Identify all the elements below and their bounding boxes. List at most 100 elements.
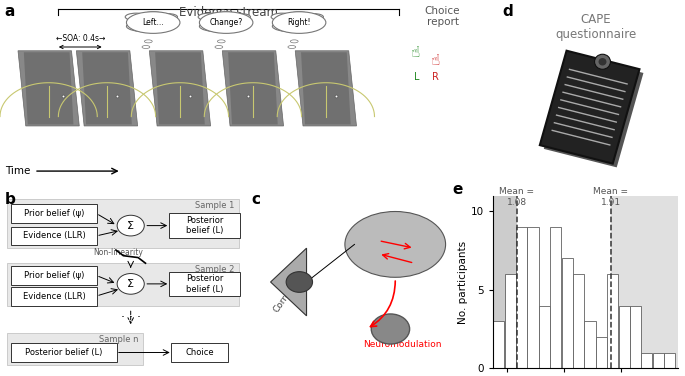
Text: Time: Time: [5, 166, 34, 176]
Bar: [584, 321, 595, 368]
Text: a: a: [5, 4, 15, 19]
Ellipse shape: [143, 12, 163, 18]
Text: ☝: ☝: [411, 45, 421, 60]
Text: Non-linearity: Non-linearity: [94, 249, 144, 257]
Text: Change?: Change?: [210, 18, 242, 27]
FancyBboxPatch shape: [169, 214, 240, 238]
Text: Evidence (LLR): Evidence (LLR): [23, 232, 86, 240]
Polygon shape: [18, 51, 79, 126]
Text: Choice: Choice: [186, 348, 214, 357]
Text: Correlation: Correlation: [272, 268, 308, 314]
Text: Posterior belief (L): Posterior belief (L): [25, 348, 103, 357]
Ellipse shape: [199, 12, 253, 33]
FancyBboxPatch shape: [11, 287, 97, 305]
Text: Posterior
belief (L): Posterior belief (L): [186, 274, 223, 294]
Text: Sample n: Sample n: [99, 335, 138, 344]
Text: Evidence (LLR): Evidence (LLR): [23, 292, 86, 300]
Text: e: e: [453, 182, 463, 197]
FancyBboxPatch shape: [11, 226, 97, 246]
Text: R: R: [432, 72, 438, 82]
Ellipse shape: [158, 14, 177, 20]
Ellipse shape: [127, 21, 170, 32]
Bar: [562, 258, 573, 368]
Text: Prior belief (ψ): Prior belief (ψ): [24, 209, 84, 218]
Ellipse shape: [199, 21, 243, 32]
Ellipse shape: [125, 13, 147, 21]
Bar: [596, 337, 607, 368]
Bar: [516, 227, 527, 368]
Bar: [653, 353, 664, 368]
Text: Evidence stream: Evidence stream: [179, 6, 278, 19]
Circle shape: [290, 40, 298, 43]
Text: Mean =
1.91: Mean = 1.91: [593, 187, 629, 206]
Ellipse shape: [273, 21, 316, 32]
Ellipse shape: [127, 12, 180, 33]
FancyBboxPatch shape: [11, 266, 97, 285]
Y-axis label: No. participants: No. participants: [458, 240, 469, 324]
Circle shape: [288, 45, 296, 49]
Circle shape: [217, 40, 225, 43]
Polygon shape: [76, 51, 138, 126]
Text: d: d: [502, 4, 513, 19]
Ellipse shape: [273, 12, 326, 33]
Polygon shape: [24, 52, 73, 124]
Bar: [619, 306, 630, 368]
Bar: [493, 196, 516, 368]
Bar: [505, 274, 516, 368]
Circle shape: [595, 54, 610, 69]
Text: CAPE
questionnaire: CAPE questionnaire: [555, 13, 636, 41]
Polygon shape: [222, 51, 284, 126]
Text: b: b: [5, 192, 16, 207]
Bar: [664, 353, 675, 368]
Text: Mean =
1.08: Mean = 1.08: [499, 187, 534, 206]
Text: Left...: Left...: [142, 18, 164, 27]
Bar: [550, 227, 562, 368]
Bar: [611, 196, 678, 368]
Polygon shape: [228, 52, 277, 124]
Polygon shape: [82, 52, 132, 124]
Bar: [607, 274, 619, 368]
Polygon shape: [271, 248, 306, 316]
Ellipse shape: [345, 211, 445, 277]
FancyBboxPatch shape: [171, 343, 228, 362]
Text: L: L: [414, 72, 419, 82]
Text: ☝: ☝: [431, 53, 440, 68]
Bar: [630, 306, 641, 368]
Ellipse shape: [289, 12, 309, 18]
Circle shape: [117, 274, 145, 294]
Text: Σ: Σ: [127, 279, 134, 289]
Text: Prior belief (ψ): Prior belief (ψ): [24, 271, 84, 280]
Text: · · ·: · · ·: [121, 311, 140, 324]
Text: Posterior
belief (L): Posterior belief (L): [186, 216, 223, 235]
Bar: [516, 196, 611, 368]
Bar: [641, 353, 652, 368]
FancyBboxPatch shape: [169, 271, 240, 296]
Circle shape: [215, 45, 223, 49]
FancyBboxPatch shape: [11, 204, 97, 223]
Bar: [493, 321, 504, 368]
Circle shape: [599, 58, 606, 65]
Ellipse shape: [231, 14, 251, 20]
Bar: [539, 306, 550, 368]
Ellipse shape: [198, 13, 220, 21]
Polygon shape: [301, 52, 351, 124]
Text: Choice
report: Choice report: [425, 6, 460, 27]
Ellipse shape: [216, 12, 236, 18]
Ellipse shape: [271, 13, 293, 21]
Text: Neuromodulation: Neuromodulation: [363, 340, 442, 349]
Polygon shape: [295, 51, 356, 126]
Text: ←SOA: 0.4s→: ←SOA: 0.4s→: [55, 34, 105, 43]
Text: Σ: Σ: [127, 221, 134, 230]
Bar: [527, 227, 538, 368]
Polygon shape: [540, 51, 640, 164]
Ellipse shape: [304, 14, 323, 20]
Polygon shape: [155, 52, 205, 124]
Bar: [8, 199, 239, 248]
Circle shape: [286, 271, 312, 293]
Polygon shape: [149, 51, 210, 126]
Text: Sample 1: Sample 1: [195, 201, 234, 210]
Text: Right!: Right!: [287, 18, 311, 27]
FancyBboxPatch shape: [11, 343, 117, 362]
Circle shape: [371, 314, 410, 344]
Circle shape: [117, 215, 145, 236]
